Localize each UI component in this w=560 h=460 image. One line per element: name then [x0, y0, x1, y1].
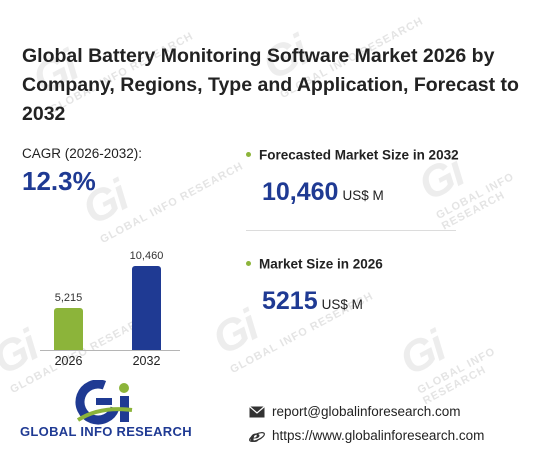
- chart-baseline: [40, 350, 180, 351]
- email-contact[interactable]: report@globalinforesearch.com: [248, 404, 461, 419]
- forecast-label: Forecasted Market Size in 2032: [259, 147, 459, 163]
- current-label: Market Size in 2026: [259, 256, 383, 272]
- cagr-value: 12.3%: [22, 166, 96, 196]
- current-unit: US$ M: [321, 297, 363, 312]
- svg-text:e: e: [250, 428, 260, 444]
- current-value: 5215: [262, 287, 318, 315]
- forecast-value: 10,460: [262, 178, 339, 206]
- x-tick-label: 2026: [54, 354, 83, 368]
- cagr-label: CAGR (2026-2032):: [22, 146, 143, 161]
- page-title: Global Battery Monitoring Software Marke…: [22, 45, 519, 125]
- forecast-unit: US$ M: [342, 188, 384, 203]
- watermark: Gi GLOBAL INFO RESEARCH: [391, 321, 498, 408]
- bar-2032: [132, 266, 161, 350]
- website-contact[interactable]: e https://www.globalinforesearch.com: [248, 428, 485, 444]
- forecast-metric: Forecasted Market Size in 2032 10,460 US$…: [246, 146, 459, 207]
- watermark: Gi GLOBAL INFO RESEARCH: [74, 160, 246, 247]
- website-url[interactable]: https://www.globalinforesearch.com: [272, 428, 485, 443]
- global-info-research-logo: [75, 380, 133, 425]
- logo-text: GLOBAL INFO RESEARCH: [20, 424, 192, 439]
- x-tick-label: 2032: [132, 354, 161, 368]
- email-address[interactable]: report@globalinforesearch.com: [272, 404, 461, 419]
- divider: [246, 230, 456, 231]
- ie-browser-icon: e: [248, 428, 266, 444]
- current-metric: Market Size in 2026 5215 US$ M: [246, 255, 383, 316]
- bar-value-label: 10,460: [129, 250, 164, 262]
- bullet-dot-icon: [246, 152, 251, 158]
- bar-2026: [54, 308, 83, 350]
- bar-value-label: 5,215: [54, 292, 83, 305]
- envelope-icon: [248, 405, 266, 419]
- bullet-dot-icon: [246, 261, 251, 267]
